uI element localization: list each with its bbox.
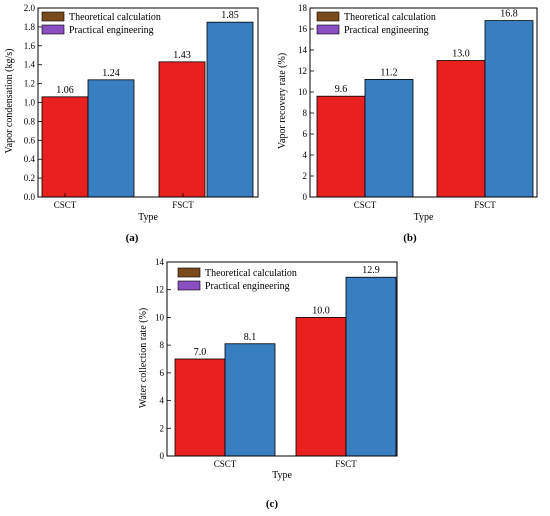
legend-swatch-theoretical: [177, 267, 201, 278]
data-label: 1.24: [102, 68, 120, 79]
bar-practical-fsct: [484, 20, 534, 198]
legend-label-practical: Practical engineering: [344, 25, 429, 36]
bar-practical-csct: [364, 79, 414, 198]
y-tick-label: 6: [160, 368, 165, 378]
y-tick-label: 6: [303, 129, 308, 139]
chart-panel-3: 7.0 10.0 8.1 12.9 0 2 4 6 8 10 12 14 CSCT FSCT Type Wat…: [138, 257, 398, 510]
x-tick-label: CSCT: [54, 200, 77, 210]
bar-theoretical-fsct: [295, 317, 347, 457]
bar-practical-fsct: [206, 21, 254, 198]
y-tick-label: 16: [298, 24, 308, 34]
y-tick-label: 0.6: [24, 135, 36, 145]
legend-label-practical: Practical engineering: [205, 281, 290, 292]
y-tick-label: 1.6: [24, 41, 36, 51]
x-axis-label: Type: [414, 212, 434, 223]
data-label: 7.0: [194, 347, 207, 358]
y-axis-label: Vapor condensation (kg/s): [4, 49, 15, 154]
y-tick-label: 1.0: [24, 98, 36, 108]
bar-practical-csct: [224, 343, 276, 457]
data-label: 10.0: [312, 305, 330, 316]
x-tick-label: CSCT: [354, 200, 377, 210]
x-tick-label: FSCT: [172, 200, 194, 210]
y-tick-label: 2: [160, 423, 165, 433]
panel-label: (b): [403, 232, 417, 244]
plot-frame: [166, 261, 398, 457]
y-tick-label: 4: [303, 150, 308, 160]
data-label: 16.8: [500, 9, 518, 20]
legend-label-theoretical: Theoretical calculation: [205, 268, 297, 279]
y-tick-label: 12: [298, 66, 307, 76]
y-tick-label: 14: [298, 45, 308, 55]
legend-label-practical: Practical engineering: [69, 25, 154, 36]
y-tick-label: 0.8: [24, 116, 36, 126]
legend-swatch-theoretical: [41, 11, 65, 22]
bar-theoretical-fsct: [158, 61, 206, 198]
y-tick-label: 10: [298, 87, 308, 97]
y-tick-label: 0.4: [24, 154, 36, 164]
data-label: 8.1: [244, 332, 257, 343]
bar-theoretical-csct: [174, 358, 226, 457]
bar-theoretical-fsct: [436, 60, 486, 198]
x-tick-label: CSCT: [214, 459, 237, 469]
y-tick-label: 14: [155, 257, 165, 267]
bar-theoretical-csct: [316, 95, 366, 198]
chart-panel-2: 9.6 13.0 11.2 16.8 0 2 4 6 8 10 12 14 16 18 CSCT FSCT Ty…: [277, 3, 538, 244]
x-tick-label: FSCT: [335, 459, 357, 469]
panel-label: (a): [126, 232, 139, 244]
y-tick-label: 18: [298, 3, 308, 13]
y-tick-label: 1.4: [24, 60, 36, 70]
y-tick-label: 8: [160, 340, 165, 350]
bar-practical-fsct: [345, 276, 397, 457]
legend-swatch-practical: [177, 280, 201, 291]
y-tick-label: 8: [303, 108, 308, 118]
data-label: 1.06: [56, 85, 74, 96]
data-label: 13.0: [452, 49, 470, 60]
data-label: 9.6: [335, 84, 348, 95]
y-tick-label: 12: [155, 285, 164, 295]
panel-label: (c): [266, 498, 279, 510]
y-tick-label: 2: [303, 171, 308, 181]
data-label: 12.9: [362, 265, 380, 276]
bar-theoretical-csct: [41, 96, 89, 198]
y-axis-label: Vapor recovery rate (%): [277, 53, 288, 149]
y-tick-label: 1.2: [24, 79, 35, 89]
y-tick-label: 0: [160, 451, 165, 461]
legend-swatch-practical: [41, 24, 65, 35]
y-tick-label: 4: [160, 396, 165, 406]
plot-frame: [309, 7, 538, 198]
data-label: 1.85: [221, 10, 239, 21]
bar-practical-csct: [87, 79, 135, 198]
legend-swatch-theoretical: [316, 11, 340, 22]
legend-label-theoretical: Theoretical calculation: [69, 12, 161, 23]
x-axis-label: Type: [138, 212, 158, 223]
legend-swatch-practical: [316, 24, 340, 35]
y-tick-label: 2.0: [24, 3, 36, 13]
x-tick-label: FSCT: [474, 200, 496, 210]
y-tick-label: 10: [155, 312, 165, 322]
chart-panel-1: 1.06 1.43 1.24 1.85 0.0 0.2 0.4 0.6 0.8 1.0 1.2 1.4…: [4, 3, 259, 244]
y-axis-label: Water collection rate (%): [138, 308, 149, 409]
data-label: 11.2: [380, 67, 397, 78]
y-tick-label: 0: [303, 192, 308, 202]
data-label: 1.43: [173, 50, 191, 61]
legend-label-theoretical: Theoretical calculation: [344, 12, 436, 23]
x-axis-label: Type: [272, 470, 292, 481]
y-tick-label: 0.0: [24, 192, 36, 202]
y-tick-label: 0.2: [24, 173, 35, 183]
y-tick-label: 1.8: [24, 22, 36, 32]
